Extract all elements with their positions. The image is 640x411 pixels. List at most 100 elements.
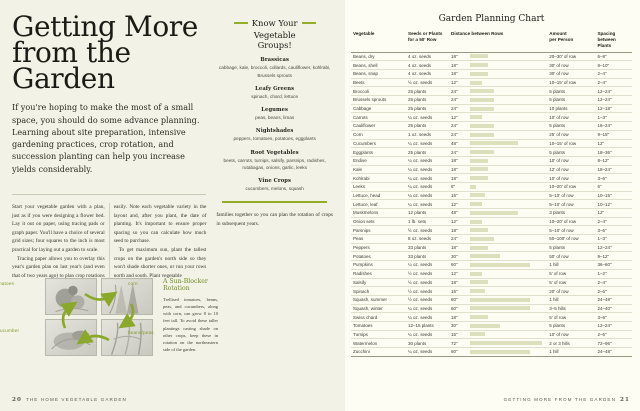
cell-vegetable: Beans, dry	[351, 52, 406, 62]
cell-vegetable: Eggplants	[351, 147, 406, 157]
article-paragraph: Start your vegetable garden with a plan,…	[12, 204, 105, 253]
beans-sketch-icon	[110, 322, 142, 355]
distance-bar-group: 60"	[451, 349, 545, 354]
distance-value: 18"	[451, 314, 458, 320]
distance-bar	[470, 245, 488, 250]
distance-value: 60"	[451, 305, 458, 311]
cell-distance: 24"	[449, 86, 548, 97]
cell-amount: 30' of row	[547, 60, 596, 70]
distance-value: 12"	[451, 80, 458, 86]
distance-bar	[470, 63, 488, 68]
rotation-label-squash-cucumber: squash/cucumber	[0, 328, 20, 333]
cell-seeds: 8 oz. seeds	[406, 234, 449, 244]
cell-vegetable: Corn	[351, 130, 406, 140]
cell-distance: 60"	[449, 304, 548, 314]
sun-blocker-callout: A Sun-Blocker Rotation Trellised tomatoe…	[163, 278, 218, 353]
cell-distance: 12"	[449, 217, 548, 227]
distance-bar-group: 6"	[451, 184, 545, 189]
cell-amount: 10' of row	[547, 156, 596, 166]
distance-bar-group: 60"	[451, 297, 545, 302]
distance-bar	[470, 262, 530, 267]
distance-bar-group: 12"	[451, 219, 545, 224]
cell-vegetable: Turnips	[351, 330, 406, 340]
distance-bar-group: 15"	[451, 289, 545, 294]
table-row: Cabbage 25 plants 24" 10 plants 12–18"	[351, 104, 632, 114]
cell-seeds: 25 plants	[406, 121, 449, 131]
cell-vegetable: Cucumbers	[351, 139, 406, 149]
cell-amount: 10–15' of row	[547, 139, 596, 149]
table-row: Broccoli 25 plants 24" 5 plants 12–24"	[351, 86, 632, 97]
cell-spacing: 1–3"	[595, 234, 632, 244]
cell-spacing: 8–12"	[595, 156, 632, 166]
page-title: Getting More from the Garden	[12, 10, 198, 95]
distance-bar-group: 30"	[451, 254, 545, 259]
distance-bar	[470, 219, 482, 224]
cell-spacing: 12"	[595, 208, 632, 218]
garden-planning-table: Vegetable Seeds or Plants for a 50' Row …	[351, 31, 632, 357]
distance-value: 24"	[451, 236, 458, 242]
distance-bar	[470, 132, 494, 137]
cell-amount: 3 plants	[547, 208, 596, 218]
cell-seeds: ¼ oz. seeds	[406, 347, 449, 357]
table-row: Parsnips ½ oz. seeds 18" 5–10' of row 3–6"	[351, 225, 632, 236]
group-items: cabbage, kale, broccoli, collards, cauli…	[218, 65, 331, 78]
table-row: Kale ¼ oz. seeds 18" 12' of row 18–24"	[351, 165, 632, 175]
cell-distance: 60"	[449, 260, 548, 270]
vegetable-group: Leafy Greens spinach, chard, lettuce	[216, 86, 333, 100]
group-items: cucumbers, melons, squash	[245, 186, 304, 192]
cell-vegetable: Parsnips	[351, 225, 406, 236]
cell-distance: 18"	[449, 60, 548, 70]
cell-amount: 5 plants	[547, 321, 596, 331]
distance-value: 24"	[451, 97, 458, 103]
cell-amount: 30' of row	[547, 69, 596, 79]
cell-vegetable: Peas	[351, 234, 406, 244]
distance-value: 48"	[451, 140, 458, 146]
cell-seeds: 30 plants	[406, 338, 449, 348]
distance-bar	[470, 54, 488, 59]
table-row: Tomatoes 12–15 plants 30" 5 plants 12–24"	[351, 321, 632, 331]
cell-amount: 20–30' of row	[547, 52, 596, 62]
distance-value: 18"	[451, 245, 458, 251]
distance-value: 18"	[451, 62, 458, 68]
cell-distance: 18"	[449, 165, 548, 175]
cell-distance: 18"	[449, 225, 548, 236]
cell-spacing: 2–4"	[595, 78, 632, 88]
deck-divider	[12, 194, 207, 196]
distance-value: 30"	[451, 253, 458, 259]
vegetable-group: Root Vegetables beets, carrots, turnips,…	[216, 150, 333, 172]
distance-bar-group: 15"	[451, 332, 545, 337]
sidebar-tail-text: families together so you can plan the ro…	[216, 212, 333, 228]
cell-seeds: ¼ oz. seeds	[406, 156, 449, 166]
cell-distance: 18"	[449, 278, 548, 288]
cell-spacing: 24–48"	[595, 347, 632, 357]
distance-bar	[470, 315, 488, 320]
cell-amount: 10' of row	[547, 330, 596, 340]
cell-distance: 24"	[449, 121, 548, 131]
distance-value: 12"	[451, 219, 458, 225]
rotation-cell-squash-cucumber	[45, 319, 97, 356]
distance-value: 12"	[451, 114, 458, 120]
cell-seeds: 12–15 plants	[406, 321, 449, 331]
distance-bar	[470, 297, 530, 302]
header-line-1: Vegetable	[353, 31, 375, 36]
cell-distance: 18"	[449, 69, 548, 79]
header-line-1: Amount	[549, 31, 567, 36]
cell-amount: 12' of row	[547, 165, 596, 175]
cell-distance: 30"	[449, 321, 548, 331]
distance-value: 18"	[451, 175, 458, 181]
cell-vegetable: Squash, winter	[351, 304, 406, 314]
right-page-folio: GETTING MORE FROM THE GARDEN 21	[504, 397, 630, 403]
group-items: peppers, tomatoes, potatoes, eggplants	[233, 136, 316, 142]
cell-seeds: ¼ oz. seeds	[406, 165, 449, 175]
vegetable-group: Vine Crops cucumbers, melons, squash	[216, 178, 333, 192]
distance-bar-group: 18"	[451, 245, 545, 250]
distance-bar	[470, 271, 482, 276]
distance-bar-group: 12"	[451, 80, 545, 85]
distance-bar	[470, 202, 482, 207]
cell-amount: 5 plants	[547, 121, 596, 131]
cell-seeds: 25 plants	[406, 104, 449, 114]
cell-amount: 5' of row	[547, 278, 596, 288]
vegetable-group: Brassicas cabbage, kale, broccoli, colla…	[216, 57, 333, 79]
cell-vegetable: Brussels sprouts	[351, 95, 406, 105]
group-name: Leafy Greens	[255, 85, 295, 92]
